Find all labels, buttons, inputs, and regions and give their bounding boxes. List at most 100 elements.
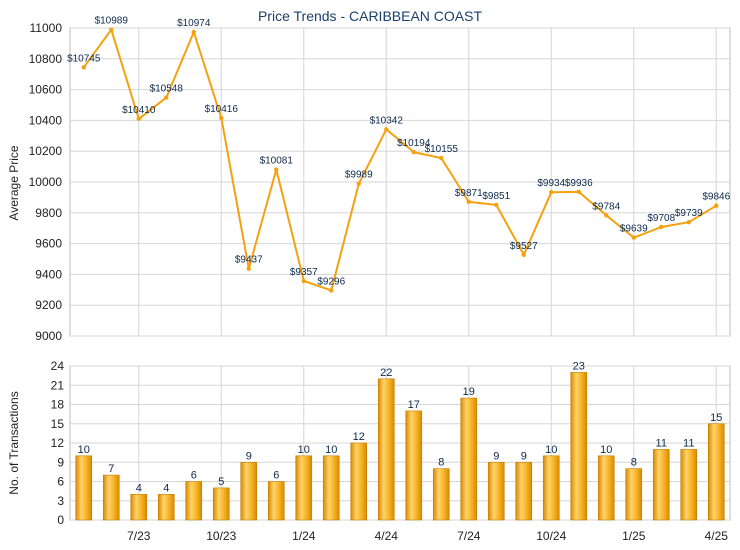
price-data-label: $10416 (205, 104, 239, 115)
price-data-label: $9846 (702, 192, 730, 203)
price-data-label: $9851 (482, 191, 510, 202)
transaction-bar (212, 487, 230, 521)
transaction-bar-label: 9 (493, 450, 499, 462)
chart-title: Price Trends - CARIBBEAN COAST (258, 8, 483, 24)
price-data-point (576, 189, 581, 195)
price-data-label: $10548 (150, 84, 184, 95)
transaction-bar-label: 23 (573, 360, 585, 372)
transaction-bar (652, 449, 670, 521)
transaction-bar-label: 4 (163, 482, 169, 494)
transactions-y-tick-label: 18 (51, 398, 65, 412)
transaction-bar-label: 17 (408, 399, 420, 411)
price-data-label: $9639 (620, 224, 648, 235)
transactions-panel: 0 3 6 9 12 15 18 21 24 7/23 10/23 1/24 4/24 7/24 10/24… (51, 359, 731, 543)
price-y-tick-label: 9800 (35, 206, 62, 220)
price-data-point (659, 224, 664, 230)
transaction-bar (102, 474, 120, 521)
transactions-y-tick-label: 24 (51, 359, 65, 373)
price-data-point (549, 189, 554, 195)
price-data-point (246, 266, 251, 271)
transaction-bar-label: 19 (463, 386, 475, 398)
x-tick-label: 4/24 (375, 529, 399, 543)
transactions-y-axis-label: No. of Transactions (7, 391, 21, 494)
price-data-point (81, 65, 86, 70)
price-y-axis-label: Average Price (7, 145, 21, 220)
price-data-label: $9784 (592, 201, 620, 212)
price-data-label: $9296 (317, 276, 345, 287)
x-tick-label: 7/24 (457, 529, 481, 543)
price-y-tick-label: 10000 (29, 175, 63, 189)
transaction-bar (680, 449, 698, 521)
x-tick-label: 1/24 (292, 529, 316, 543)
transaction-bar-label: 8 (631, 457, 637, 469)
transaction-bar-label: 4 (136, 482, 142, 494)
price-data-label: $10155 (425, 144, 459, 155)
price-data-point (219, 115, 224, 121)
transactions-y-tick-label: 21 (51, 378, 65, 392)
price-y-tick-label: 10400 (29, 113, 63, 127)
price-panel: 9000 9200 9400 9600 9800 10000 10200 10400 10600… (29, 16, 731, 343)
transaction-bar (350, 442, 368, 521)
price-data-point (411, 149, 416, 155)
transaction-bar (75, 455, 93, 521)
transaction-bar-label: 6 (191, 470, 197, 482)
transaction-bar (460, 397, 478, 521)
transaction-bar-label: 12 (353, 431, 365, 443)
price-data-label: $9739 (675, 208, 703, 219)
transaction-bar (432, 468, 450, 521)
price-series-line (82, 28, 717, 292)
price-data-point (136, 116, 141, 122)
transaction-bar (597, 455, 615, 521)
transaction-bar (157, 494, 175, 521)
transaction-bar-label: 10 (545, 444, 557, 456)
transactions-y-tick-label: 6 (57, 475, 64, 489)
price-data-label: $10410 (122, 105, 156, 116)
transaction-bar (405, 410, 423, 521)
transaction-bar-label: 6 (273, 470, 279, 482)
transaction-bar-label: 15 (710, 412, 722, 424)
transactions-y-tick-label: 0 (57, 513, 64, 527)
x-tick-label: 7/23 (127, 529, 151, 543)
transaction-bar-label: 8 (438, 457, 444, 469)
price-data-point (686, 219, 691, 225)
price-y-tick-label: 9400 (35, 267, 62, 281)
price-data-point (274, 167, 279, 172)
price-data-label: $10745 (67, 53, 101, 64)
transaction-bar (322, 455, 340, 521)
price-y-tick-label: 10800 (29, 52, 63, 66)
transaction-bar (377, 378, 395, 521)
transaction-bar-label: 10 (298, 444, 310, 456)
price-data-label: $9936 (565, 178, 593, 189)
price-y-tick-label: 9600 (35, 237, 62, 251)
x-tick-label: 4/25 (705, 529, 729, 543)
transaction-bar (625, 468, 643, 521)
price-data-point (301, 278, 306, 284)
transactions-y-tick-label: 9 (57, 455, 64, 469)
transaction-bar-label: 5 (218, 476, 224, 488)
price-data-point (109, 27, 114, 32)
transaction-bar-label: 10 (78, 444, 90, 456)
price-data-label: $9527 (510, 241, 538, 252)
price-y-tick-label: 9000 (35, 329, 62, 343)
price-data-label: $9708 (647, 213, 675, 224)
transaction-bar-label: 9 (246, 450, 252, 462)
price-data-label: $9934 (537, 178, 565, 189)
price-y-tick-label: 10600 (29, 83, 63, 97)
price-data-point (384, 127, 389, 132)
price-data-point (439, 155, 444, 161)
price-data-point (521, 252, 526, 258)
transaction-bar-label: 11 (683, 437, 694, 449)
price-data-label: $10081 (260, 156, 294, 167)
price-data-point (494, 202, 499, 208)
x-tick-label: 10/24 (536, 529, 566, 543)
x-tick-label: 1/25 (622, 529, 646, 543)
transaction-bar-label: 10 (600, 444, 612, 456)
transaction-bar (267, 481, 285, 521)
price-data-point (631, 235, 636, 240)
price-y-tick-label: 9200 (35, 298, 62, 312)
transaction-bar (130, 494, 148, 521)
transaction-bar-label: 10 (325, 444, 337, 456)
transaction-bar-label: 11 (656, 437, 667, 449)
price-data-point (164, 95, 169, 100)
